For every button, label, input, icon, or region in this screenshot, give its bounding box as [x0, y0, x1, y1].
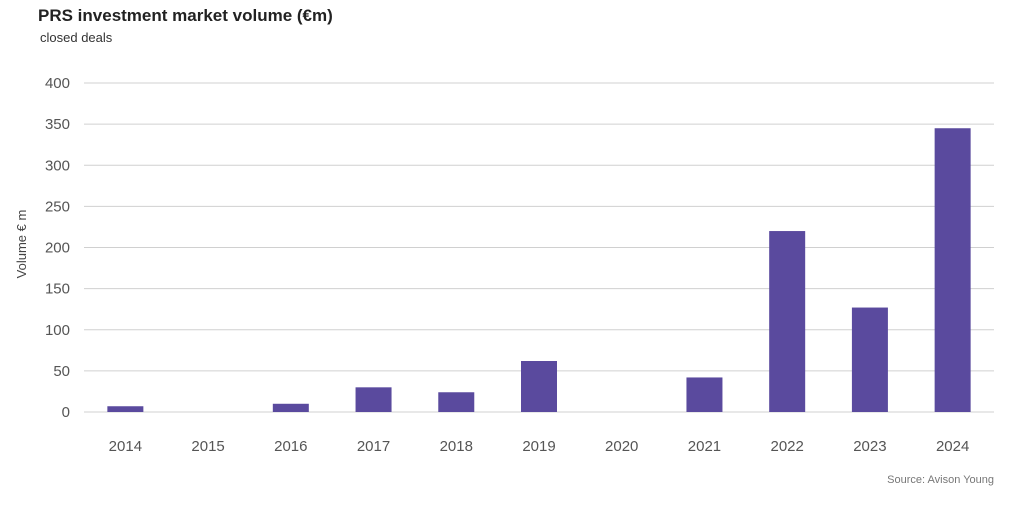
- chart-title: PRS investment market volume (€m): [38, 6, 333, 25]
- gridlines: [84, 82, 994, 413]
- y-tick-label: 300: [45, 157, 70, 174]
- bar-2024: [934, 128, 971, 413]
- chart-subtitle: closed deals: [40, 30, 113, 45]
- x-tick-label: 2020: [605, 438, 638, 455]
- y-tick-label: 0: [62, 404, 70, 421]
- x-tick-label: 2023: [853, 438, 886, 455]
- x-tick-label: 2022: [770, 438, 803, 455]
- bars: [107, 128, 971, 413]
- bar-2021: [686, 377, 723, 412]
- y-tick-label: 400: [45, 75, 70, 92]
- bar-2023: [851, 307, 888, 412]
- bar-2019: [521, 361, 557, 412]
- x-tick-label: 2014: [109, 438, 142, 455]
- y-tick-label: 100: [45, 322, 70, 339]
- x-tick-label: 2017: [357, 438, 390, 455]
- y-tick-label: 350: [45, 116, 70, 133]
- y-axis-ticks: 0 50 100 150 200 250 300 350 400: [45, 75, 70, 421]
- x-tick-label: 2016: [274, 438, 307, 455]
- bar-2014: [107, 406, 144, 412]
- x-tick-label: 2018: [440, 438, 473, 455]
- x-tick-label: 2024: [936, 438, 969, 455]
- x-tick-label: 2019: [522, 438, 555, 455]
- y-axis-label: Volume € m: [14, 210, 29, 279]
- x-axis-ticks: 2014 2015 2016 2017 2018 2019 2020 2021 2022 2023…: [109, 438, 970, 455]
- y-tick-label: 50: [53, 363, 70, 380]
- y-tick-label: 150: [45, 281, 70, 298]
- bar-2016: [272, 403, 309, 412]
- bar-2017: [355, 387, 392, 412]
- x-tick-label: 2021: [688, 438, 721, 455]
- y-tick-label: 250: [45, 198, 70, 215]
- x-tick-label: 2015: [191, 438, 224, 455]
- bar-2018: [438, 392, 475, 412]
- source-note: Source: Avison Young: [887, 474, 994, 486]
- y-tick-label: 200: [45, 240, 70, 257]
- bar-2022: [769, 231, 806, 412]
